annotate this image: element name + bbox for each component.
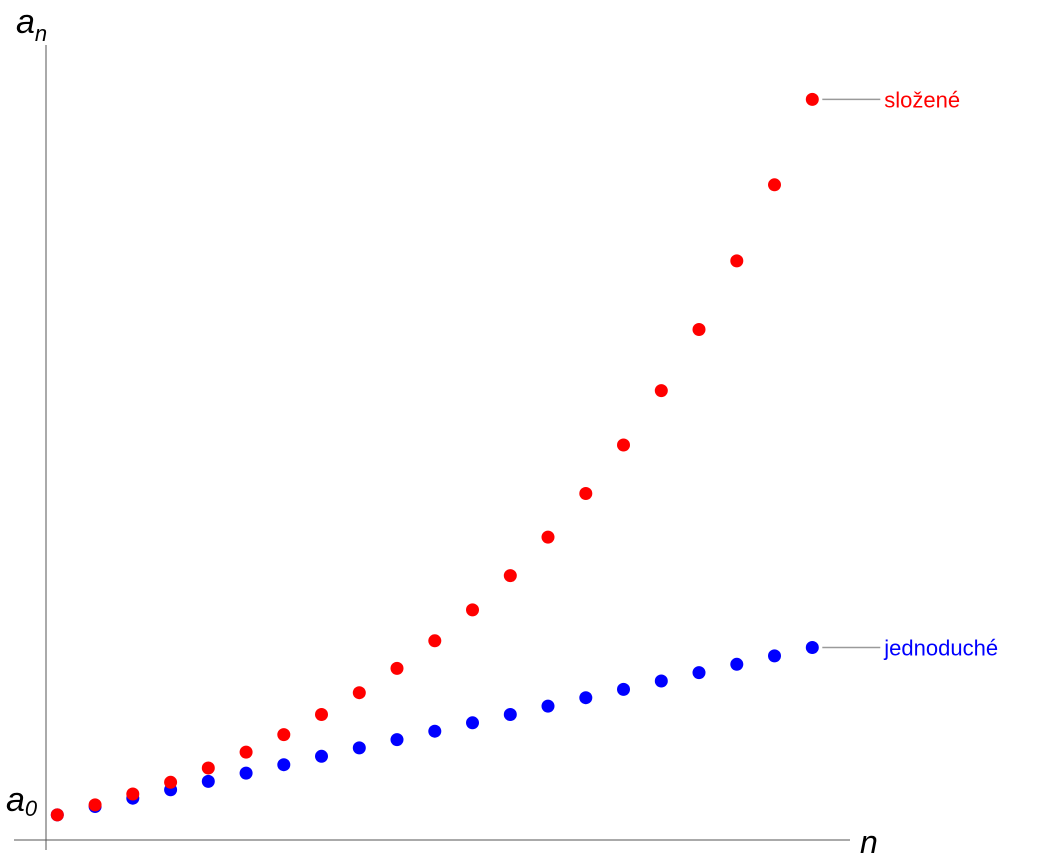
point-jednoduche-19 xyxy=(768,649,781,663)
point-slozene-12 xyxy=(503,569,517,583)
point-slozene-10 xyxy=(428,634,442,648)
point-jednoduche-4 xyxy=(201,774,215,788)
point-slozene-7 xyxy=(315,708,328,721)
point-slozene-4 xyxy=(201,761,215,775)
point-slozene-13 xyxy=(541,530,555,544)
point-jednoduche-7 xyxy=(315,749,328,763)
point-slozene-5 xyxy=(239,745,253,759)
point-jednoduche-10 xyxy=(428,724,442,738)
series-label-slozene: složené xyxy=(884,87,960,112)
y-axis-label-base: a xyxy=(16,3,35,41)
point-jednoduche-15 xyxy=(617,682,630,696)
point-jednoduche-6 xyxy=(277,758,291,772)
point-slozene-14 xyxy=(579,487,593,500)
y-axis-label-subscript: n xyxy=(35,21,47,46)
point-slozene-15 xyxy=(617,438,630,452)
point-slozene-17 xyxy=(692,323,706,336)
point-slozene-19 xyxy=(768,178,781,192)
point-slozene-6 xyxy=(277,728,291,742)
point-jednoduche-5 xyxy=(239,766,253,780)
y-axis-label: an xyxy=(16,3,47,46)
point-jednoduche-16 xyxy=(654,674,668,688)
point-jednoduche-9 xyxy=(390,733,404,747)
point-slozene-0 xyxy=(50,808,64,822)
y0-label-subscript: 0 xyxy=(25,796,38,821)
point-jednoduche-17 xyxy=(692,666,706,680)
point-slozene-9 xyxy=(390,661,404,675)
y0-label-base: a xyxy=(6,781,25,819)
point-slozene-1 xyxy=(88,798,102,812)
x-axis-label: n xyxy=(860,824,878,854)
point-slozene-8 xyxy=(352,686,366,700)
point-slozene-2 xyxy=(126,787,140,801)
series-label-jednoduche: jednoduché xyxy=(883,636,998,661)
y0-label: a0 xyxy=(6,781,38,821)
point-slozene-11 xyxy=(466,603,479,617)
svg-text:a0: a0 xyxy=(6,781,38,821)
series-jednoduche: jednoduché xyxy=(50,636,998,822)
series-slozene: složené xyxy=(50,87,960,822)
point-jednoduche-12 xyxy=(503,708,517,721)
point-jednoduche-20 xyxy=(805,641,819,654)
svg-text:an: an xyxy=(16,3,47,46)
point-slozene-3 xyxy=(164,775,178,789)
point-slozene-20 xyxy=(805,92,819,106)
point-slozene-18 xyxy=(730,254,744,268)
point-jednoduche-13 xyxy=(541,699,555,713)
point-jednoduche-14 xyxy=(579,691,593,705)
point-slozene-16 xyxy=(654,384,668,398)
series-layer: jednoduché složené xyxy=(50,87,998,822)
point-jednoduche-18 xyxy=(730,657,744,671)
point-jednoduche-11 xyxy=(466,716,479,730)
point-jednoduche-8 xyxy=(352,741,366,755)
